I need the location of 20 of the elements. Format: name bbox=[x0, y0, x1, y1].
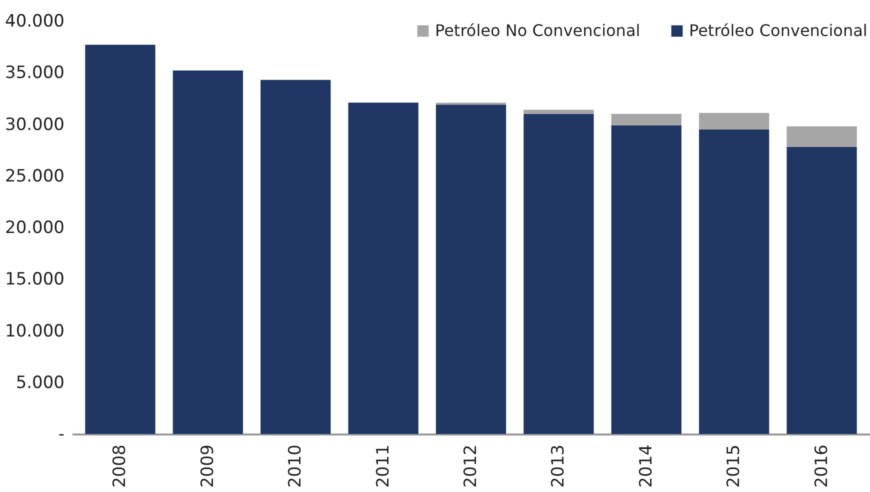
x-tick-label: 2008 bbox=[110, 444, 130, 488]
y-tick-label: 15.000 bbox=[5, 270, 64, 290]
x-tick-label: 2011 bbox=[373, 444, 394, 488]
x-tick-label: 2016 bbox=[812, 444, 832, 488]
y-tick-label: 10.000 bbox=[5, 321, 64, 342]
y-tick-label: 5.000 bbox=[16, 372, 64, 393]
y-tick-label: 35.000 bbox=[5, 63, 64, 84]
x-tick-label: 2009 bbox=[198, 444, 218, 488]
y-tick-label: 40.000 bbox=[5, 12, 64, 32]
y-tick-label: 30.000 bbox=[5, 114, 64, 135]
x-tick-label: 2013 bbox=[548, 444, 569, 488]
x-tick-label: 2015 bbox=[724, 444, 744, 488]
x-tick-label: 2012 bbox=[461, 444, 481, 488]
legend-label: Petróleo No Convencional bbox=[435, 21, 640, 40]
legend-label: Petróleo Convencional bbox=[689, 21, 868, 40]
x-tick-label: 2014 bbox=[636, 444, 656, 488]
y-tick-label: - bbox=[58, 424, 64, 444]
x-tick-label: 2010 bbox=[286, 444, 306, 488]
y-tick-label: 25.000 bbox=[5, 166, 64, 186]
y-tick-label: 20.000 bbox=[5, 218, 64, 238]
